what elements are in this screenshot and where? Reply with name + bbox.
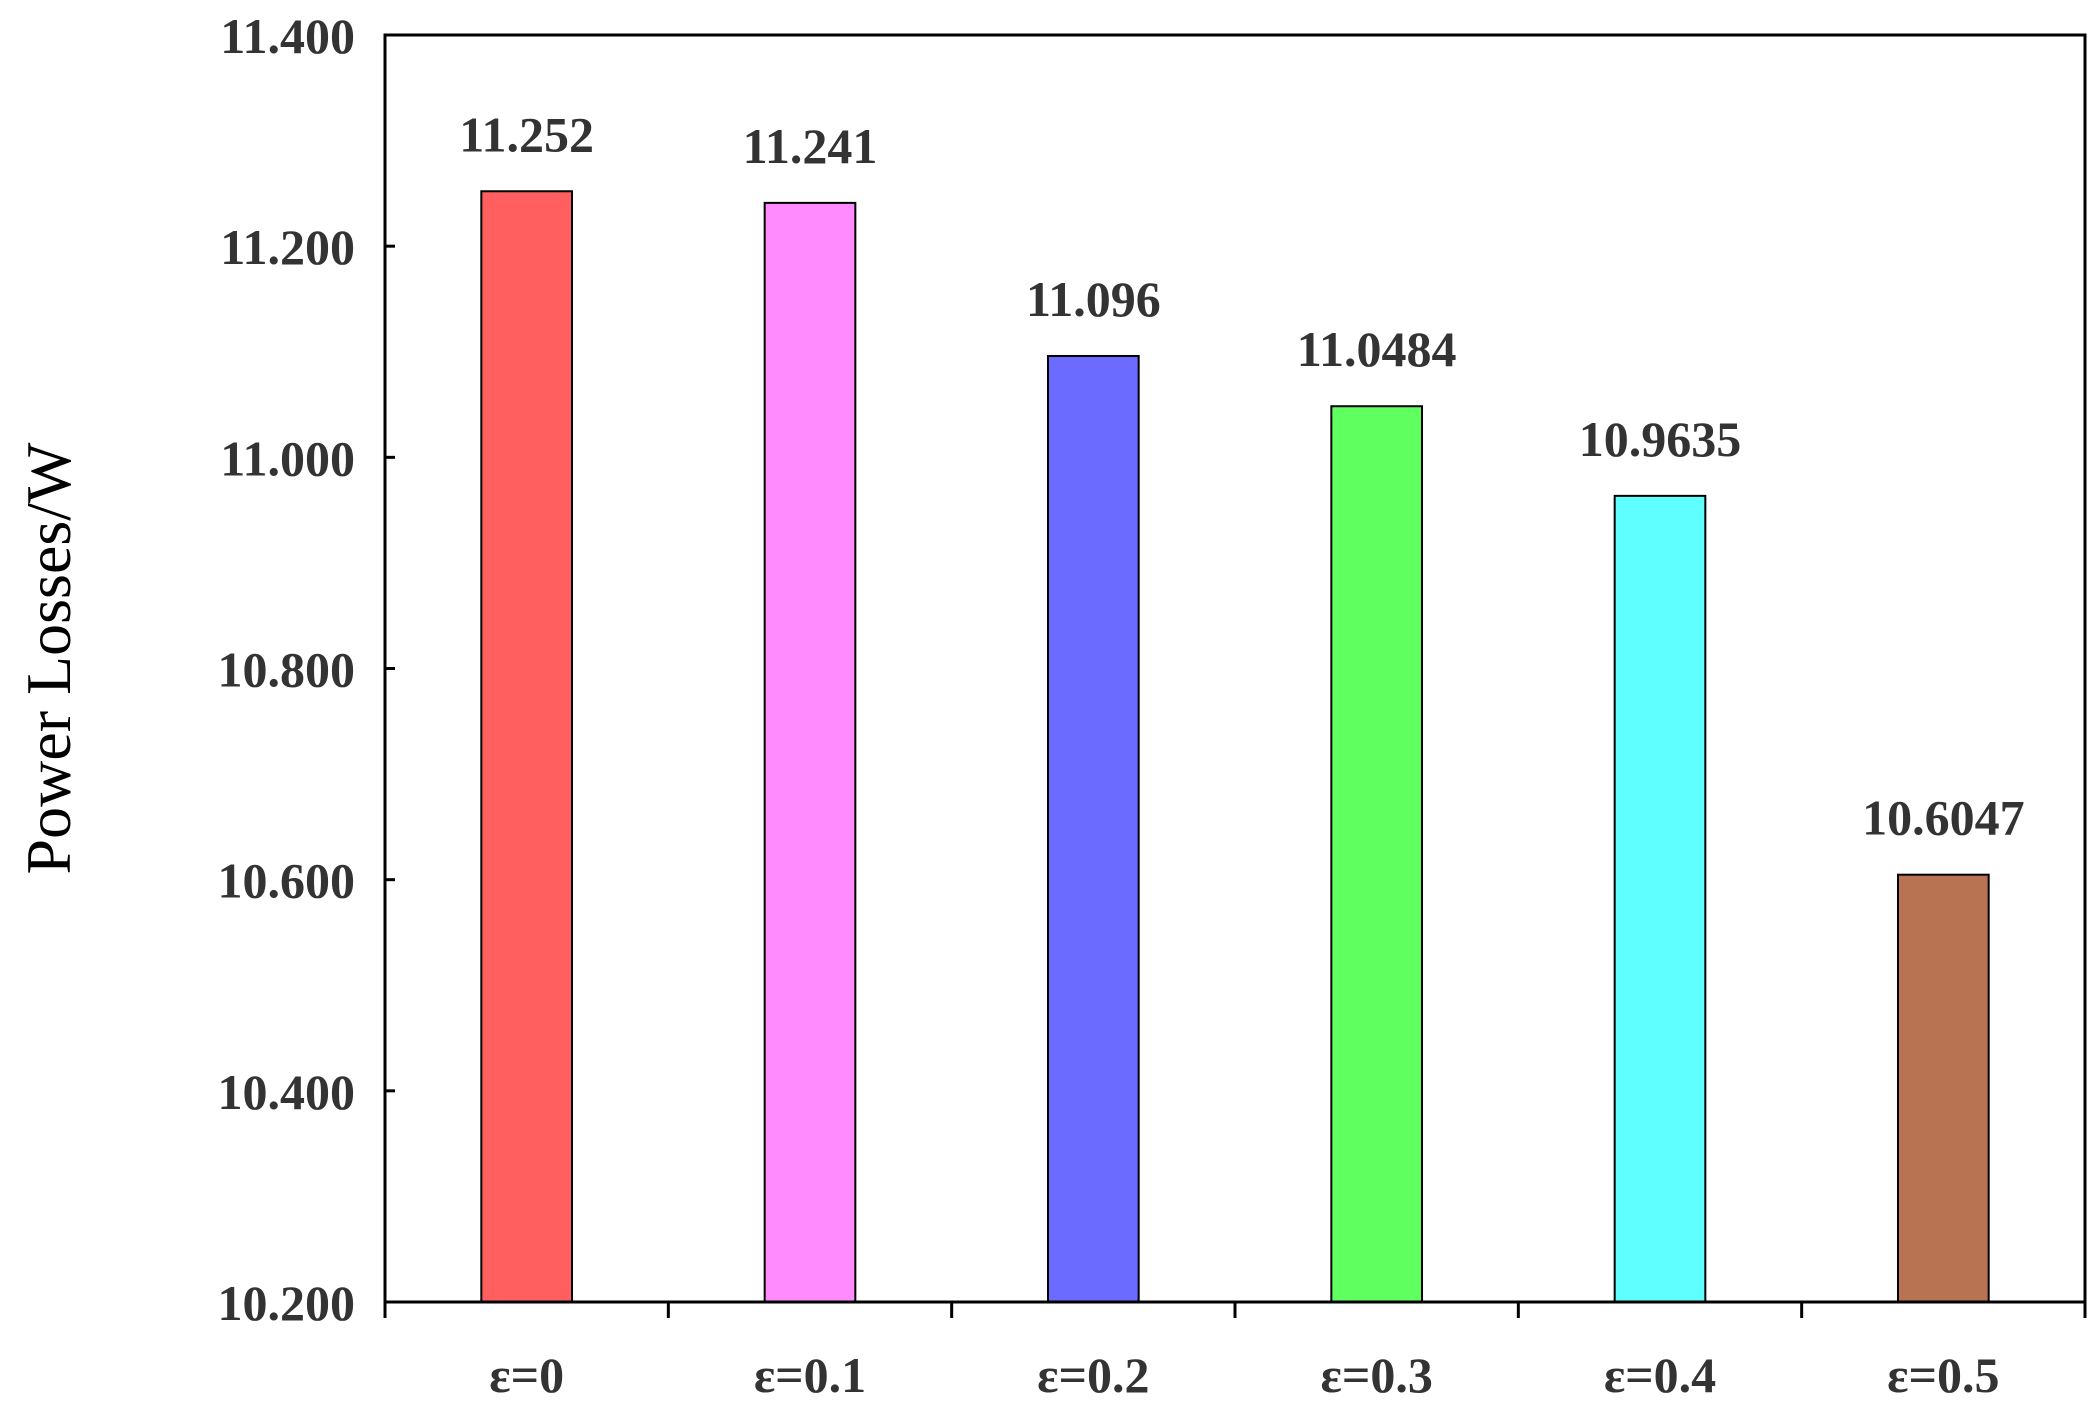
data-label: 11.096 [1026,271,1161,327]
bar [1613,494,1707,1303]
x-tick-label: ε=0.2 [1037,1347,1149,1403]
x-tick-label: ε=0 [489,1347,564,1403]
bar [1047,354,1140,1303]
x-tick-label: ε=0.1 [754,1347,866,1403]
data-label: 10.6047 [1862,790,2025,846]
data-labels-layer: 11.252 11.241 11.096 11.0484 10.9635 10.6047 [459,106,2024,845]
data-label: 11.0484 [1297,321,1457,377]
bar [1897,873,1990,1303]
y-tick-label: 11.000 [220,430,355,486]
bar [1330,405,1424,1303]
x-axis: ε=0 ε=0.1 ε=0.2 ε=0.3 ε=0.4 ε=0.5 [383,1302,2087,1403]
y-tick-label: 10.400 [218,1064,356,1120]
y-tick-label: 11.400 [220,8,355,64]
y-tick-label: 10.800 [218,642,356,698]
x-tick-label: ε=0.3 [1320,1347,1432,1403]
bar [480,190,574,1304]
bars-layer [480,190,1990,1304]
y-axis: 10.200 10.400 10.600 10.800 11.000 11.200 11.4… [218,8,395,1331]
x-tick-label: ε=0.5 [1887,1347,1999,1403]
x-tick-label: ε=0.4 [1604,1347,1716,1403]
y-tick-label: 10.200 [218,1275,356,1331]
data-label: 11.241 [743,118,878,174]
y-tick-label: 11.200 [220,219,355,275]
data-label: 11.252 [459,106,594,162]
bar [763,201,857,1304]
y-tick-label: 10.600 [218,853,356,909]
y-axis-title: Power Losses/W [13,442,84,875]
data-label: 10.9635 [1579,411,1742,467]
